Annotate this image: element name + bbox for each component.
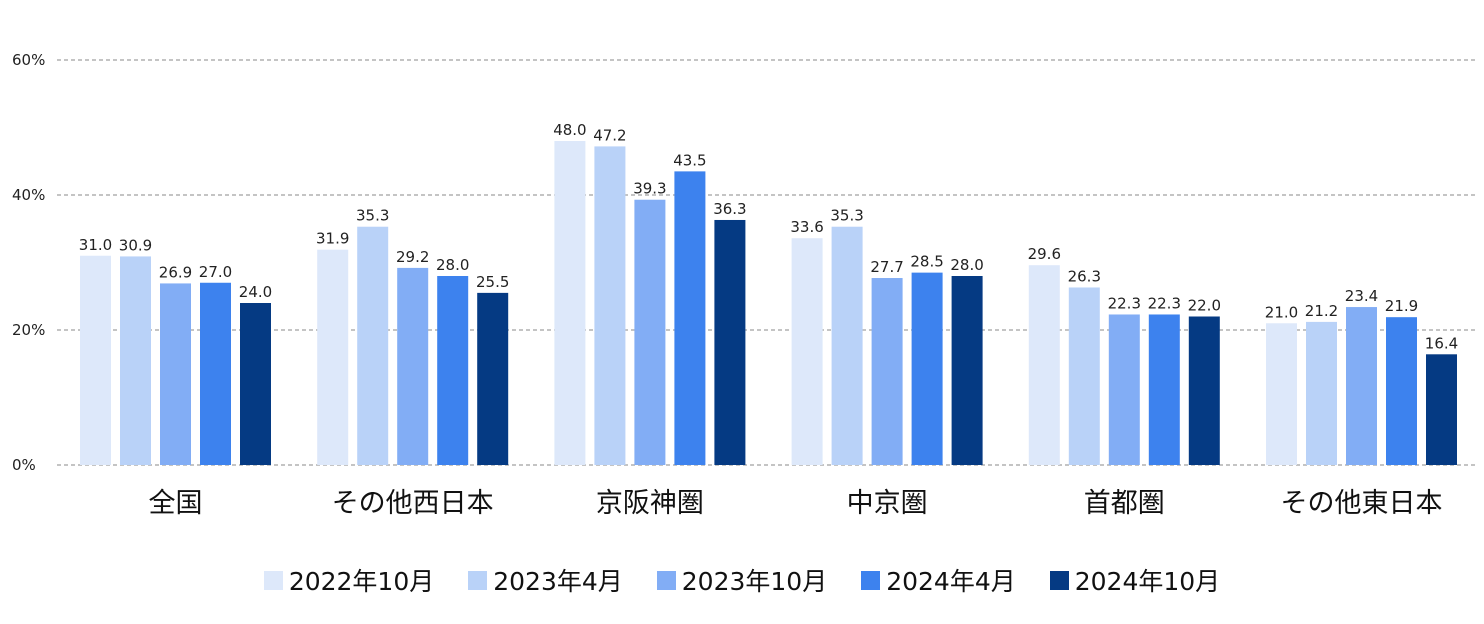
bars <box>80 141 1457 465</box>
bar <box>831 226 863 465</box>
data-label: 28.0 <box>950 256 983 274</box>
bar <box>1108 314 1140 465</box>
legend-label: 2023年4月 <box>493 567 623 596</box>
category-label: 全国 <box>149 488 203 519</box>
data-label: 48.0 <box>553 121 586 139</box>
data-label: 25.5 <box>476 273 509 291</box>
data-label: 31.9 <box>316 230 349 248</box>
data-label: 47.2 <box>593 126 626 144</box>
bar <box>634 199 666 465</box>
bar <box>1346 307 1377 465</box>
data-label: 31.0 <box>79 236 112 254</box>
category-label: 中京圏 <box>847 488 928 519</box>
data-label: 21.0 <box>1265 303 1298 321</box>
legend-swatch <box>656 570 676 590</box>
legend-swatch <box>861 570 881 590</box>
bar <box>594 146 626 465</box>
category-label: その他西日本 <box>332 488 494 519</box>
data-label: 22.3 <box>1108 294 1141 312</box>
data-label: 22.3 <box>1148 294 1181 312</box>
data-label: 23.4 <box>1345 287 1378 305</box>
legend: 2022年10月 2023年4月 2023年10月 2024年4月 2024年10月 <box>0 558 1484 602</box>
data-label: 35.3 <box>356 207 389 225</box>
bar <box>1266 323 1297 465</box>
x-axis-category-labels: 全国 その他西日本 京阪神圏 中京圏 首都圏 その他東日本 <box>149 488 1443 519</box>
data-label: 21.9 <box>1385 297 1418 315</box>
bar <box>317 249 349 465</box>
bar <box>200 282 231 465</box>
bar <box>951 276 983 465</box>
legend-item: 2024年4月 <box>861 562 1016 598</box>
data-label: 28.0 <box>436 256 469 274</box>
bar <box>911 272 943 465</box>
data-label: 27.0 <box>199 263 232 281</box>
bar-chart: 0% 20% 40% 60% 31.0 30.9 26.9 27.0 24.0 31.9 35.3… <box>12 51 1478 519</box>
legend-swatch <box>468 570 488 590</box>
bar <box>160 283 191 465</box>
data-label: 28.5 <box>910 253 943 271</box>
bar <box>714 219 746 465</box>
bar <box>120 256 151 465</box>
data-label: 27.7 <box>870 258 903 276</box>
data-label: 26.3 <box>1068 267 1101 285</box>
data-label: 26.9 <box>159 263 192 281</box>
legend-item: 2023年10月 <box>656 562 828 598</box>
y-axis-tick-labels: 0% 20% 40% 60% <box>12 51 45 474</box>
bar <box>1148 314 1180 465</box>
data-label: 36.3 <box>713 200 746 218</box>
y-tick-label: 40% <box>12 186 45 204</box>
bar <box>1386 317 1417 465</box>
bar <box>240 303 271 465</box>
data-label: 22.0 <box>1188 297 1221 315</box>
legend-item: 2024年10月 <box>1049 562 1221 598</box>
data-label: 43.5 <box>673 151 706 169</box>
data-label: 16.4 <box>1425 334 1458 352</box>
bar <box>1068 287 1100 465</box>
bar <box>437 276 469 465</box>
data-label: 33.6 <box>790 218 823 236</box>
data-label: 35.3 <box>830 207 863 225</box>
data-label: 30.9 <box>119 236 152 254</box>
legend-swatch <box>263 570 283 590</box>
bar <box>1426 354 1457 465</box>
bar <box>791 238 823 465</box>
category-label: 首都圏 <box>1084 488 1165 519</box>
legend-label: 2023年10月 <box>681 567 828 596</box>
legend-label: 2024年4月 <box>886 567 1016 596</box>
data-label: 21.2 <box>1305 302 1338 320</box>
legend-label: 2024年10月 <box>1074 567 1221 596</box>
bar <box>80 255 111 465</box>
data-label: 29.6 <box>1028 245 1061 263</box>
bar <box>674 171 706 465</box>
legend-item: 2022年10月 <box>263 562 435 598</box>
y-tick-label: 0% <box>12 456 36 474</box>
category-label: その他東日本 <box>1281 488 1443 519</box>
value-labels: 31.0 30.9 26.9 27.0 24.0 31.9 35.3 29.2 28.0 25.5… <box>79 121 1458 352</box>
legend-swatch <box>1049 570 1069 590</box>
data-label: 39.3 <box>633 180 666 198</box>
bar <box>1306 321 1337 465</box>
bar <box>554 141 586 465</box>
y-tick-label: 20% <box>12 321 45 339</box>
category-label: 京阪神圏 <box>596 488 704 519</box>
data-label: 29.2 <box>396 248 429 266</box>
bar <box>1028 265 1060 465</box>
bar <box>477 292 509 465</box>
y-tick-label: 60% <box>12 51 45 69</box>
bar <box>1188 316 1220 465</box>
bar <box>357 226 389 465</box>
data-label: 24.0 <box>239 283 272 301</box>
grid-lines <box>57 59 1478 466</box>
bar <box>871 278 903 465</box>
legend-item: 2023年4月 <box>468 562 623 598</box>
bar <box>397 267 429 465</box>
legend-label: 2022年10月 <box>288 567 435 596</box>
